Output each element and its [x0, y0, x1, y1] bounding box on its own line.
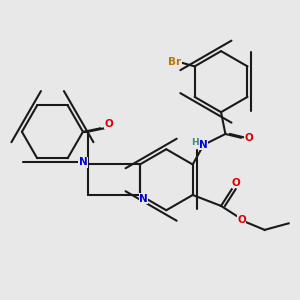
Text: O: O	[244, 133, 253, 143]
Text: Br: Br	[168, 57, 182, 67]
Text: H: H	[191, 138, 199, 147]
Text: N: N	[139, 194, 148, 204]
Text: N: N	[199, 140, 208, 150]
Text: N: N	[79, 157, 87, 167]
Text: O: O	[104, 119, 113, 129]
Text: O: O	[231, 178, 240, 188]
Text: O: O	[237, 215, 246, 226]
